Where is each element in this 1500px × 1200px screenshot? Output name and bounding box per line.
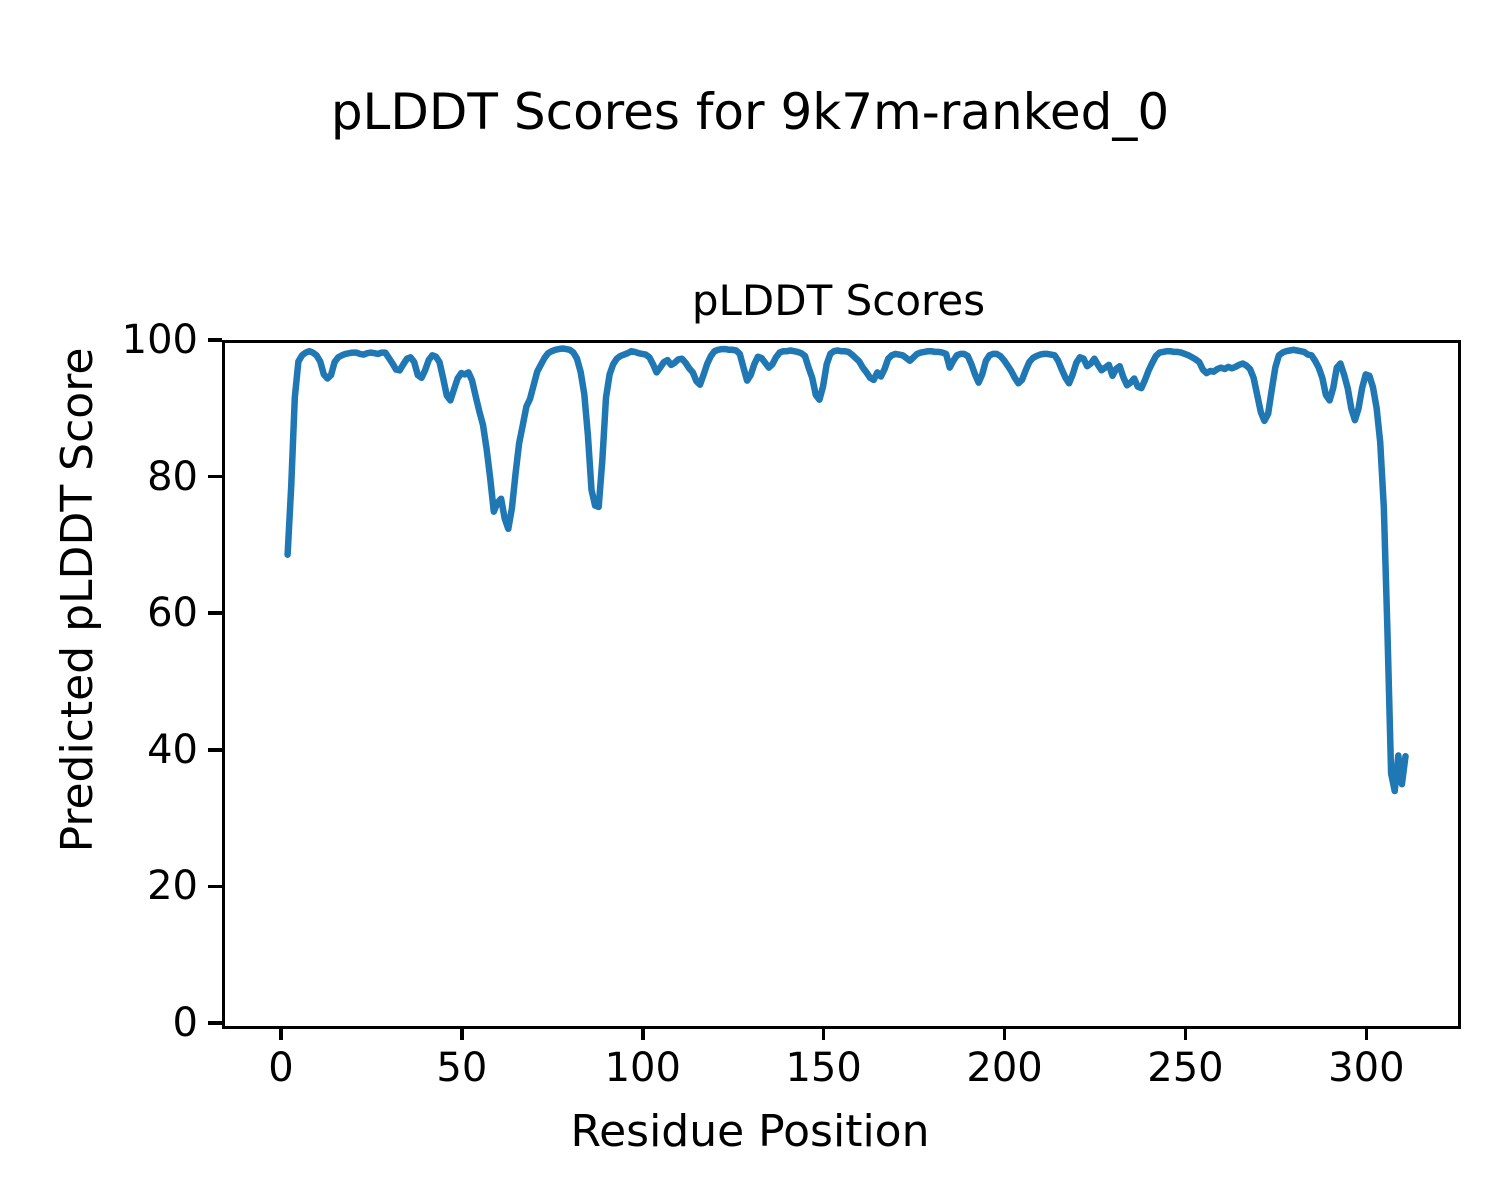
y-tick-mark	[208, 474, 222, 479]
y-tick-label: 40	[147, 726, 198, 773]
x-axis-label: Residue Position	[570, 1106, 930, 1157]
y-tick-label: 80	[147, 453, 198, 500]
y-tick-mark	[208, 611, 222, 615]
x-tick-label: 150	[785, 1045, 862, 1091]
y-tick-label: 0	[172, 1000, 198, 1046]
x-tick-label: 50	[436, 1045, 488, 1091]
y-tick-mark	[208, 884, 222, 889]
figure-title: pLDDT Scores for 9k7m-ranked_0	[330, 83, 1170, 141]
x-tick-mark	[460, 1026, 464, 1040]
x-tick-mark	[1183, 1026, 1188, 1040]
plot-area	[222, 340, 1461, 1029]
x-tick-mark	[279, 1026, 283, 1040]
y-tick-mark	[208, 748, 222, 752]
y-tick-mark	[208, 1021, 222, 1025]
x-tick-mark	[641, 1026, 645, 1040]
y-tick-label: 60	[147, 590, 198, 637]
x-tick-mark	[821, 1026, 826, 1040]
x-tick-mark	[1364, 1026, 1369, 1040]
y-tick-mark	[208, 338, 222, 342]
y-tick-label: 100	[121, 317, 198, 363]
x-tick-mark	[1002, 1026, 1007, 1040]
x-tick-label: 200	[966, 1045, 1043, 1091]
y-tick-label: 20	[147, 863, 198, 910]
plddt-line	[284, 345, 1409, 795]
x-tick-label: 250	[1147, 1045, 1224, 1091]
x-tick-label: 100	[604, 1045, 681, 1091]
y-axis-label: Predicted pLDDT Score	[51, 347, 103, 853]
x-tick-label: 0	[268, 1045, 294, 1091]
axes-title: pLDDT Scores	[691, 276, 986, 325]
plddt-line-chart	[284, 345, 1409, 795]
x-tick-label: 300	[1328, 1045, 1405, 1091]
